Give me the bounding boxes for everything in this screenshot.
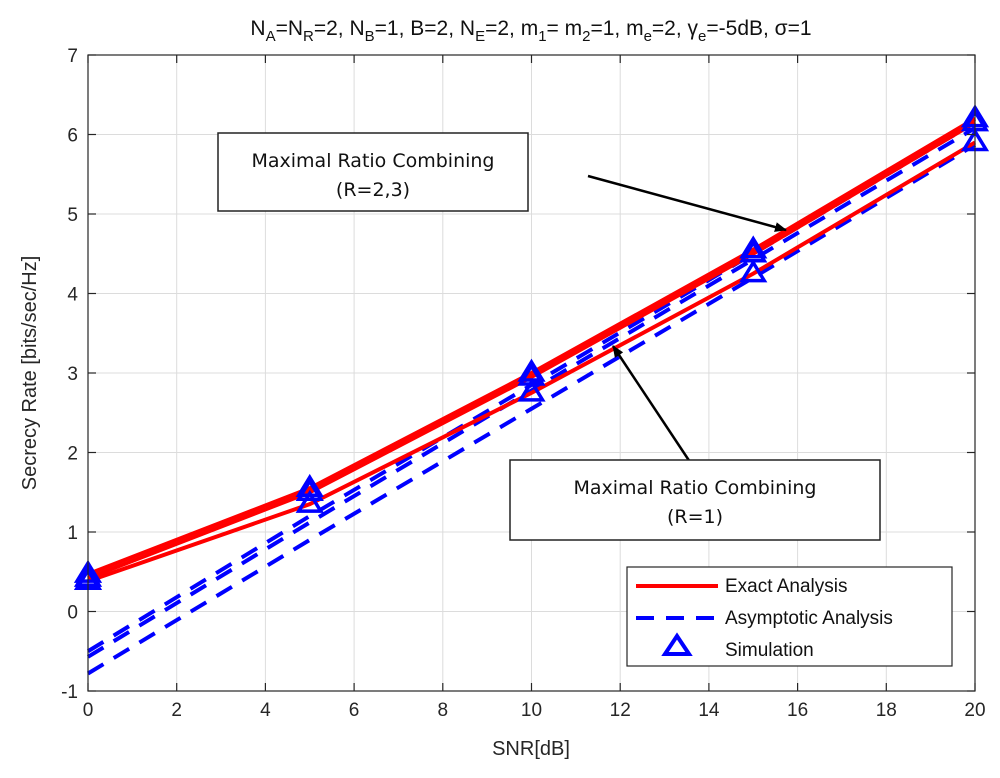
title-text: =2, N <box>314 17 365 40</box>
annotation-mrc-r23: Maximal Ratio Combining (R=2,3) <box>217 132 787 232</box>
legend-simulation-marker <box>661 632 693 656</box>
y-tick-label: 0 <box>67 603 78 624</box>
annotation-line1: Maximal Ratio Combining <box>251 150 494 172</box>
y-tick-label: 6 <box>67 126 78 147</box>
title-subscript: B <box>365 28 375 45</box>
legend-asymptotic-label: Asymptotic Analysis <box>725 608 893 629</box>
y-tick-label: 3 <box>67 364 78 385</box>
exact-analysis-line <box>87 116 977 577</box>
y-tick-label: 7 <box>67 46 78 67</box>
title-text: =1, m <box>590 17 643 40</box>
annotation-line1: Maximal Ratio Combining <box>573 477 816 499</box>
exact-analysis-line <box>87 120 977 580</box>
title-text: =2, γ <box>652 17 699 40</box>
y-tick-label: 1 <box>67 523 78 544</box>
title-subscript: e <box>644 28 652 45</box>
y-tick-label: 4 <box>67 285 78 306</box>
x-tick-label: 18 <box>876 700 897 721</box>
annotation-mrc-r1: Maximal Ratio Combining (R=1) <box>509 345 881 541</box>
y-tick-label: -1 <box>61 682 78 703</box>
annotation-arrow <box>587 174 787 232</box>
asymptotic-analysis-line <box>86 126 977 659</box>
y-tick-label: 5 <box>67 205 78 226</box>
x-tick-label: 4 <box>260 700 271 721</box>
series-layer <box>73 104 990 676</box>
title-text: = m <box>547 17 583 40</box>
y-axis-label: Secrecy Rate [bits/sec/Hz] <box>19 256 41 491</box>
title-text: =2, m <box>485 17 538 40</box>
x-tick-label: 20 <box>964 700 985 721</box>
x-axis-label: SNR[dB] <box>492 738 570 760</box>
legend-exact-label: Exact Analysis <box>725 576 848 597</box>
x-tick-label: 12 <box>610 700 631 721</box>
title-subscript: e <box>698 28 706 45</box>
x-tick-label: 6 <box>349 700 360 721</box>
x-tick-label: 10 <box>521 700 542 721</box>
x-tick-label: 14 <box>698 700 720 721</box>
title-subscript: 1 <box>538 28 546 45</box>
simulation-marker <box>295 477 324 501</box>
x-tick-label: 0 <box>83 700 94 721</box>
legend-simulation-label: Simulation <box>725 640 814 661</box>
simulation-marker <box>739 259 768 283</box>
annotation-arrow <box>611 345 692 463</box>
simulation-marker <box>295 489 324 513</box>
x-tick-label: 16 <box>787 700 808 721</box>
simulation-marker <box>739 235 768 259</box>
simulation-marker <box>517 378 546 402</box>
legend: Exact Analysis Asymptotic Analysis Simul… <box>626 566 953 667</box>
title-subscript: R <box>303 28 314 45</box>
annotation-box <box>217 132 529 212</box>
x-tick-label: 8 <box>438 700 449 721</box>
title-subscript: A <box>266 28 276 45</box>
title-text: N <box>250 17 265 40</box>
title-subscript: 2 <box>582 28 590 45</box>
annotation-box <box>509 459 881 541</box>
title-text: =1, B=2, N <box>375 17 475 40</box>
chart-title: NA​=NR​=2, NB​=1, B=2, NE​=2, m1​= m2​=1… <box>250 17 811 45</box>
x-tick-label: 2 <box>171 700 182 721</box>
annotation-line2: (R=1) <box>667 506 723 528</box>
annotation-line2: (R=2,3) <box>336 179 410 201</box>
title-text: =N <box>276 17 303 40</box>
y-tick-label: 2 <box>67 444 78 465</box>
exact-analysis-line <box>87 140 977 584</box>
title-text: =-5dB, σ=1 <box>706 17 811 40</box>
asymptotic-analysis-line <box>86 143 977 676</box>
title-subscript: E <box>475 28 485 45</box>
